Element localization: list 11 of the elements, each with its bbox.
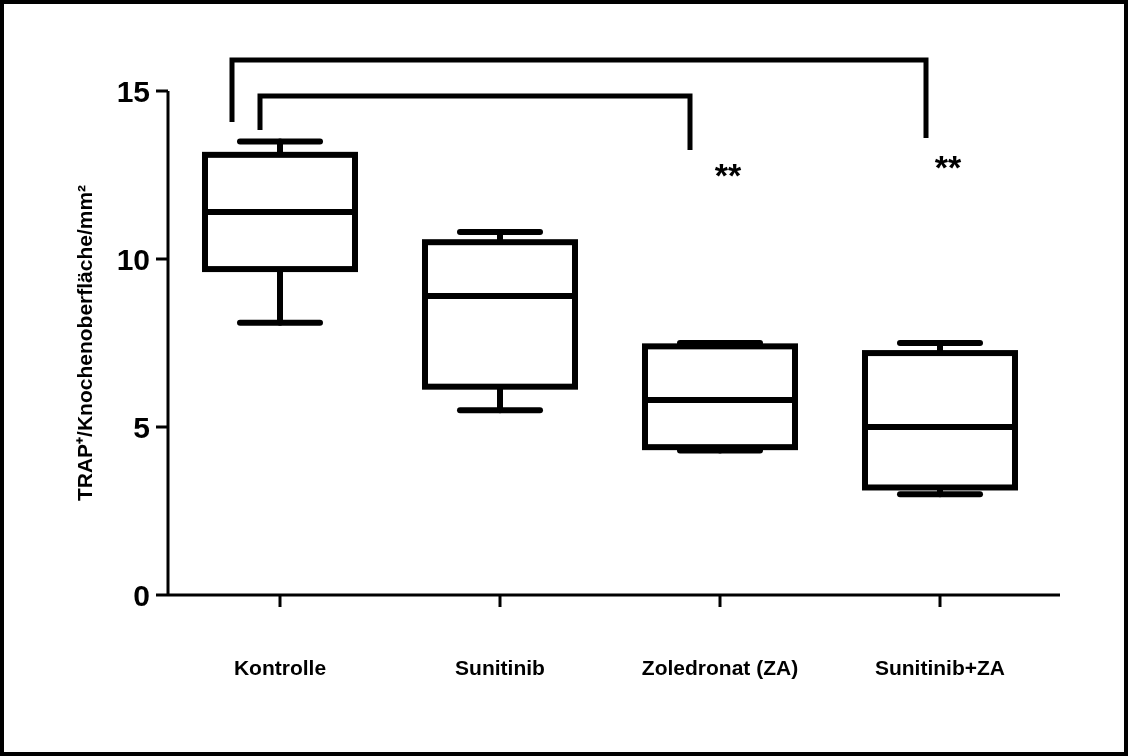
x-tick-label: Sunitinib+ZA bbox=[874, 655, 1006, 679]
y-tick-label: 5 bbox=[133, 410, 150, 444]
annotation: ** bbox=[934, 147, 962, 186]
y-axis-title: TRAP⁺/Knochenoberfläche/mm² bbox=[72, 184, 96, 502]
y-tick-label: 0 bbox=[133, 578, 150, 612]
y-tick-label: 15 bbox=[116, 74, 150, 108]
annotation: ** bbox=[714, 155, 742, 194]
x-tick-label: Kontrolle bbox=[233, 655, 327, 679]
y-tick-label: 10 bbox=[116, 242, 150, 276]
x-tick-label: Sunitinib bbox=[455, 655, 545, 679]
x-tick-label: Zoledronat (ZA) bbox=[641, 655, 799, 679]
